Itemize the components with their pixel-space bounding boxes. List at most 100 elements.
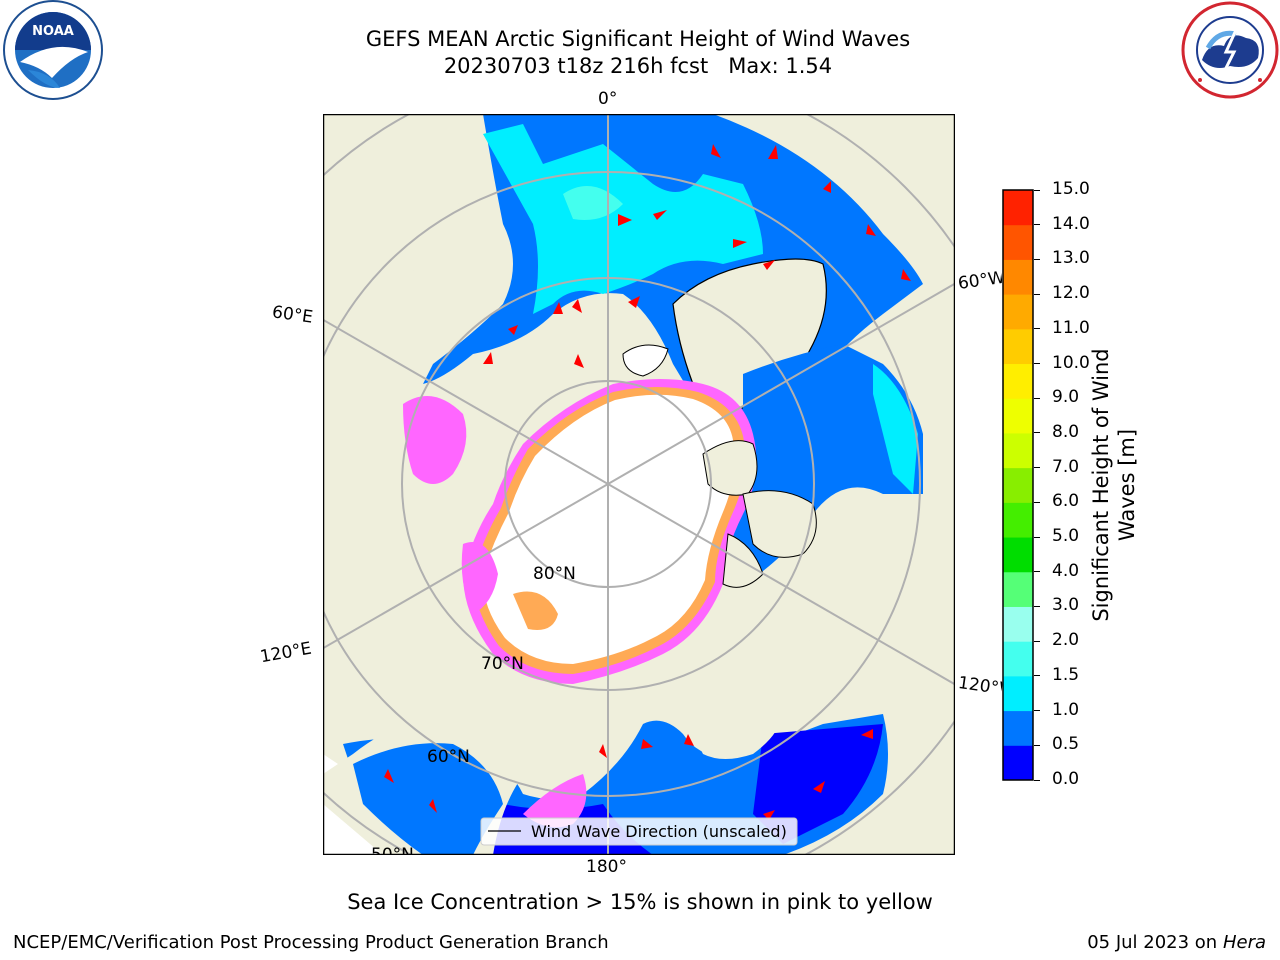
colorbar-segment <box>1003 190 1033 226</box>
lat-label-70: 70°N <box>481 654 524 674</box>
land-scandinavia <box>323 114 483 374</box>
colorbar-label: Significant Height of Wind Waves [m] <box>1089 348 1139 622</box>
colorbar-tick-label: 15.0 <box>1052 179 1090 199</box>
arrow <box>763 260 775 270</box>
arrow <box>641 739 653 749</box>
colorbar-tick-label: 1.0 <box>1052 699 1080 720</box>
arrow <box>618 214 632 226</box>
lon-label-60w: 60°W <box>956 268 1004 294</box>
land-ellesmere <box>702 440 758 496</box>
colorbar <box>1002 189 1034 781</box>
colorbar-tick-mark <box>1034 640 1040 642</box>
graticule <box>323 114 954 854</box>
arrow <box>553 302 563 314</box>
lon-label-0: 0° <box>598 89 618 109</box>
arrow <box>508 325 518 335</box>
map-frame <box>323 114 955 855</box>
colorbar-tick-mark <box>1034 224 1040 226</box>
footer-credit: NCEP/EMC/Verification Post Processing Pr… <box>13 932 609 953</box>
colorbar-segment <box>1003 328 1033 365</box>
ice-kara <box>403 396 467 484</box>
ocean-waves-okhotsk <box>353 743 503 854</box>
arrow <box>711 144 721 158</box>
noaa-logo-icon: NOAA <box>3 0 103 100</box>
colorbar-tick-label: 7.0 <box>1052 456 1080 477</box>
lon-label-120e: 120°E <box>258 638 314 668</box>
colorbar-tick-label: 4.0 <box>1052 560 1080 581</box>
colorbar-tick-mark <box>1034 258 1040 260</box>
arrow <box>384 769 394 783</box>
colorbar-segment <box>1003 745 1033 781</box>
colorbar-segment <box>1003 606 1033 642</box>
colorbar-segment <box>1003 294 1033 330</box>
sea-ice-caption: Sea Ice Concentration > 15% is shown in … <box>347 890 933 914</box>
wind-wave-arrows <box>384 144 911 820</box>
arrow <box>866 224 876 236</box>
colorbar-tick-label: 3.0 <box>1052 595 1080 616</box>
colorbar-tick-mark <box>1034 779 1040 781</box>
arrow <box>574 354 584 368</box>
arrow <box>684 734 694 746</box>
colorbar-segment <box>1003 571 1033 607</box>
lat-label-60: 60°N <box>427 747 470 767</box>
colorbar-tick-mark <box>1034 536 1040 538</box>
footer-host: Hera <box>1222 932 1266 953</box>
colorbar-tick-mark <box>1034 710 1040 712</box>
ice-chukchi <box>523 774 587 828</box>
meridian-120e <box>323 483 609 650</box>
legend: Wind Wave Direction (unscaled) <box>480 817 798 846</box>
land-north-america <box>803 540 954 734</box>
legend-label: Wind Wave Direction (unscaled) <box>531 822 787 841</box>
ocean-waves-low <box>753 724 883 844</box>
colorbar-tick-label: 9.0 <box>1052 387 1080 408</box>
colorbar-tick-mark <box>1034 501 1040 503</box>
colorbar-tick-mark <box>1034 744 1040 746</box>
colorbar-tick-label: 6.0 <box>1052 491 1080 512</box>
colorbar-tick-mark <box>1034 363 1040 365</box>
lon-label-120w: 120°W <box>956 673 1004 699</box>
colorbar-tick-mark <box>1034 467 1040 469</box>
colorbar-tick-mark <box>1034 189 1040 191</box>
chart-title: GEFS MEAN Arctic Significant Height of W… <box>365 27 911 51</box>
colorbar-tick-mark <box>1034 293 1040 295</box>
arrow <box>733 239 747 248</box>
colorbar-tick-label: 1.5 <box>1052 664 1080 685</box>
colorbar-tick-label: 5.0 <box>1052 526 1080 547</box>
legend-box <box>480 817 798 846</box>
footer-date: 05 Jul 2023 on Hera <box>1087 932 1266 953</box>
meridian-60e <box>323 318 609 485</box>
colorbar-segment <box>1003 363 1033 399</box>
colorbar-segment <box>1003 537 1033 573</box>
arrow <box>599 744 607 758</box>
colorbar-segment <box>1003 641 1033 677</box>
colorbar-tick-mark <box>1034 675 1040 677</box>
arrow <box>861 729 873 739</box>
colorbar-segment <box>1003 224 1033 260</box>
colorbar-tick-label: 11.0 <box>1052 317 1090 338</box>
lat-label-50: 50°N <box>371 845 414 855</box>
colorbar-tick-mark <box>1034 571 1040 573</box>
chart-subtitle: 20230703 t18z 216h fcst Max: 1.54 <box>443 54 833 78</box>
ice-east-siberian <box>513 591 558 630</box>
colorbar-tick-label: 12.0 <box>1052 283 1090 304</box>
colorbar-tick-mark <box>1034 328 1040 330</box>
arrow <box>653 210 667 220</box>
arrow <box>901 269 911 281</box>
land-baffin <box>742 490 817 558</box>
arrow <box>813 781 825 793</box>
arrow <box>628 296 640 308</box>
noaa-logo-text: NOAA <box>32 24 74 39</box>
arrow <box>768 145 778 159</box>
land-alaska <box>683 700 780 759</box>
colorbar-tick-label: 0.0 <box>1052 769 1080 789</box>
colorbar-tick-mark <box>1034 605 1040 607</box>
colorbar-segment <box>1003 675 1033 712</box>
colorbar-segment <box>1003 398 1033 434</box>
ice-laptev <box>461 542 498 614</box>
colorbar-tick-label: 0.5 <box>1052 734 1080 755</box>
lon-label-180: 180° <box>586 857 627 877</box>
colorbar-tick-label: 14.0 <box>1052 213 1090 234</box>
meridian-120w <box>607 483 954 685</box>
lon-label-60e: 60°E <box>270 302 315 328</box>
colorbar-segment <box>1003 432 1033 469</box>
